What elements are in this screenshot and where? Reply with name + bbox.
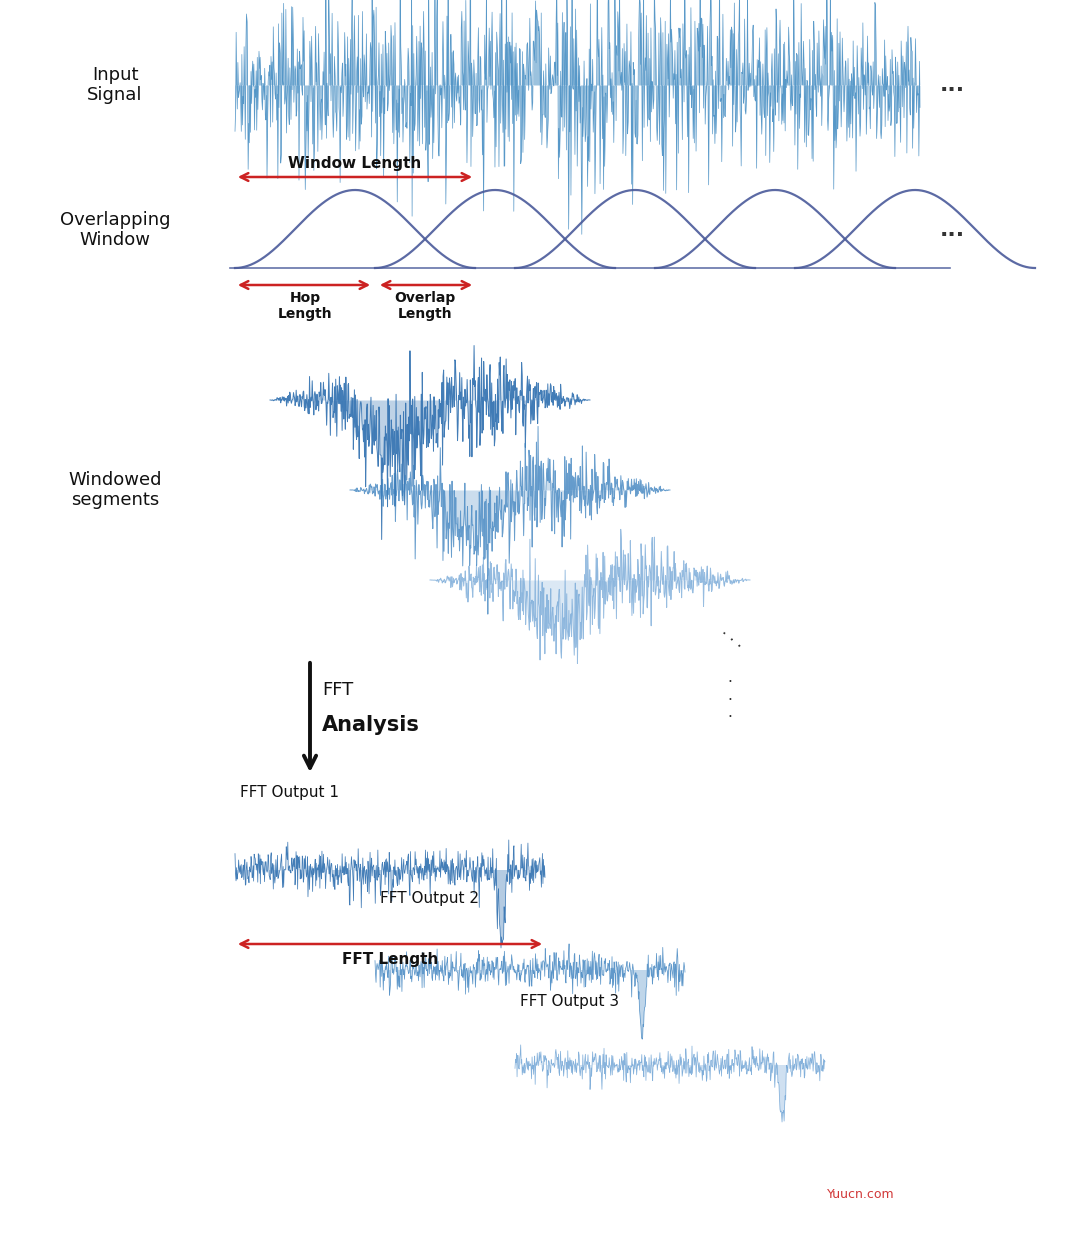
Text: Yuucn.com: Yuucn.com [827,1189,895,1201]
Text: Overlapping
Window: Overlapping Window [60,211,171,250]
Text: Input
Signal: Input Signal [87,66,143,104]
Text: Hop
Length: Hop Length [278,291,332,322]
Text: FFT Output 3: FFT Output 3 [520,994,619,1009]
Text: FFT Output 1: FFT Output 1 [240,785,339,800]
Text: Overlap
Length: Overlap Length [394,291,455,322]
Text: Windowed
segments: Windowed segments [69,471,162,509]
Text: Analysis: Analysis [322,715,420,735]
Text: FFT: FFT [322,681,353,699]
Text: Window Length: Window Length [289,156,422,171]
Text: ...: ... [940,75,966,94]
Text: · · ·: · · · [716,626,744,653]
Text: ·
·
·: · · · [727,676,732,725]
Text: FFT Output 2: FFT Output 2 [380,891,479,905]
Text: ...: ... [940,220,966,240]
Text: FFT Length: FFT Length [342,953,438,968]
